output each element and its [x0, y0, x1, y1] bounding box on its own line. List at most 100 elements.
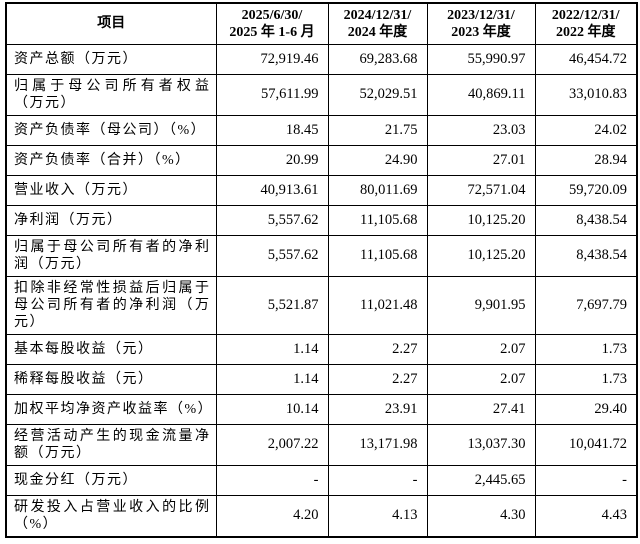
- row-value-2023: 27.41: [426, 393, 536, 425]
- row-value-2022: 1.73: [534, 363, 638, 395]
- table-row: 加权平均净资产收益率（%） 10.14 23.91 27.41 29.40: [5, 393, 638, 425]
- row-value-2022: 10,041.72: [534, 423, 638, 466]
- header-period-2023: 2023/12/31/ 2023 年度: [426, 2, 536, 45]
- header-period-date: 2024/12/31/: [343, 7, 412, 23]
- row-value-2024: 2.27: [327, 333, 428, 365]
- row-label: 经营活动产生的现金流量净额（万元）: [5, 423, 217, 466]
- row-value-2022: 46,454.72: [534, 43, 638, 75]
- table-row: 归属于母公司所有者权益（万元） 57,611.99 52,029.51 40,8…: [5, 73, 638, 116]
- row-value-2022: 33,010.83: [534, 73, 638, 116]
- row-value-2023: 2.07: [426, 363, 536, 395]
- header-period-label: 2023 年度: [451, 24, 511, 40]
- row-value-2024: 24.90: [327, 144, 428, 176]
- row-label: 基本每股收益（元）: [5, 333, 217, 365]
- row-value-2022: 24.02: [534, 114, 638, 146]
- row-value-2025: 5,521.87: [215, 275, 329, 335]
- row-value-2024: 4.13: [327, 494, 428, 537]
- row-value-2024: 11,105.68: [327, 204, 428, 236]
- table-row: 营业收入（万元） 40,913.61 80,011.69 72,571.04 5…: [5, 174, 638, 206]
- row-value-2022: 4.43: [534, 494, 638, 537]
- table-row: 扣除非经常性损益后归属于母公司所有者的净利润（万元） 5,521.87 11,0…: [5, 275, 638, 335]
- row-value-2022: 1.73: [534, 333, 638, 365]
- row-value-2023: 4.30: [426, 494, 536, 537]
- row-label: 资产负债率（合并）（%）: [5, 144, 217, 176]
- row-label: 净利润（万元）: [5, 204, 217, 236]
- row-value-2022: 8,438.54: [534, 234, 638, 277]
- row-value-2024: 2.27: [327, 363, 428, 395]
- row-value-2022: 28.94: [534, 144, 638, 176]
- table-row: 稀释每股收益（元） 1.14 2.27 2.07 1.73: [5, 363, 638, 395]
- row-value-2025: 4.20: [215, 494, 329, 537]
- row-value-2023: 2,445.65: [426, 464, 536, 496]
- row-value-2023: 13,037.30: [426, 423, 536, 466]
- row-value-2025: 1.14: [215, 333, 329, 365]
- row-value-2025: -: [215, 464, 329, 496]
- table-row: 资产负债率（合并）（%） 20.99 24.90 27.01 28.94: [5, 144, 638, 176]
- row-label: 资产负债率（母公司）（%）: [5, 114, 217, 146]
- table-row: 资产负债率（母公司）（%） 18.45 21.75 23.03 24.02: [5, 114, 638, 146]
- row-value-2024: 11,105.68: [327, 234, 428, 277]
- row-value-2025: 18.45: [215, 114, 329, 146]
- row-label: 资产总额（万元）: [5, 43, 217, 75]
- table-row: 研发投入占营业收入的比例（%） 4.20 4.13 4.30 4.43: [5, 494, 638, 537]
- row-value-2023: 23.03: [426, 114, 536, 146]
- row-label: 营业收入（万元）: [5, 174, 217, 206]
- header-period-label: 2025 年 1-6 月: [229, 24, 315, 40]
- table-row: 现金分红（万元） - - 2,445.65 -: [5, 464, 638, 496]
- table-row: 归属于母公司所有者的净利润（万元） 5,557.62 11,105.68 10,…: [5, 234, 638, 277]
- header-period-label: 2022 年度: [556, 24, 616, 40]
- row-label: 归属于母公司所有者的净利润（万元）: [5, 234, 217, 277]
- financial-summary-table: 项目 2025/6/30/ 2025 年 1-6 月 2024/12/31/ 2…: [5, 2, 638, 538]
- row-value-2025: 72,919.46: [215, 43, 329, 75]
- header-period-label: 2024 年度: [347, 24, 408, 40]
- row-value-2022: 29.40: [534, 393, 638, 425]
- row-value-2025: 5,557.62: [215, 204, 329, 236]
- header-period-2022: 2022/12/31/ 2022 年度: [534, 2, 638, 45]
- row-value-2024: 11,021.48: [327, 275, 428, 335]
- row-value-2024: 23.91: [327, 393, 428, 425]
- row-value-2025: 2,007.22: [215, 423, 329, 466]
- header-row: 项目 2025/6/30/ 2025 年 1-6 月 2024/12/31/ 2…: [5, 2, 638, 45]
- row-value-2023: 9,901.95: [426, 275, 536, 335]
- table-row: 基本每股收益（元） 1.14 2.27 2.07 1.73: [5, 333, 638, 365]
- row-value-2023: 10,125.20: [426, 204, 536, 236]
- header-period-date: 2023/12/31/: [447, 7, 515, 23]
- row-value-2024: 80,011.69: [327, 174, 428, 206]
- row-value-2025: 57,611.99: [215, 73, 329, 116]
- row-value-2022: -: [534, 464, 638, 496]
- row-value-2025: 40,913.61: [215, 174, 329, 206]
- row-value-2022: 7,697.79: [534, 275, 638, 335]
- row-value-2025: 5,557.62: [215, 234, 329, 277]
- header-period-2024: 2024/12/31/ 2024 年度: [327, 2, 428, 45]
- row-value-2023: 27.01: [426, 144, 536, 176]
- row-value-2023: 2.07: [426, 333, 536, 365]
- row-value-2025: 1.14: [215, 363, 329, 395]
- row-value-2024: 69,283.68: [327, 43, 428, 75]
- header-period-date: 2025/6/30/: [241, 7, 303, 23]
- row-value-2024: 52,029.51: [327, 73, 428, 116]
- row-label: 稀释每股收益（元）: [5, 363, 217, 395]
- row-value-2022: 8,438.54: [534, 204, 638, 236]
- row-value-2025: 20.99: [215, 144, 329, 176]
- row-label: 现金分红（万元）: [5, 464, 217, 496]
- row-value-2023: 72,571.04: [426, 174, 536, 206]
- row-value-2023: 55,990.97: [426, 43, 536, 75]
- row-label: 扣除非经常性损益后归属于母公司所有者的净利润（万元）: [5, 275, 217, 335]
- row-value-2024: 21.75: [327, 114, 428, 146]
- row-value-2024: -: [327, 464, 428, 496]
- row-value-2023: 10,125.20: [426, 234, 536, 277]
- row-value-2023: 40,869.11: [426, 73, 536, 116]
- table-row: 经营活动产生的现金流量净额（万元） 2,007.22 13,171.98 13,…: [5, 423, 638, 466]
- header-period-date: 2022/12/31/: [551, 7, 620, 23]
- row-label: 加权平均净资产收益率（%）: [5, 393, 217, 425]
- header-item-column: 项目: [5, 2, 217, 45]
- row-label: 归属于母公司所有者权益（万元）: [5, 73, 217, 116]
- row-value-2025: 10.14: [215, 393, 329, 425]
- row-label: 研发投入占营业收入的比例（%）: [5, 494, 217, 537]
- header-period-2025: 2025/6/30/ 2025 年 1-6 月: [215, 2, 329, 45]
- table-row: 资产总额（万元） 72,919.46 69,283.68 55,990.97 4…: [5, 43, 638, 75]
- row-value-2022: 59,720.09: [534, 174, 638, 206]
- row-value-2024: 13,171.98: [327, 423, 428, 466]
- table-row: 净利润（万元） 5,557.62 11,105.68 10,125.20 8,4…: [5, 204, 638, 236]
